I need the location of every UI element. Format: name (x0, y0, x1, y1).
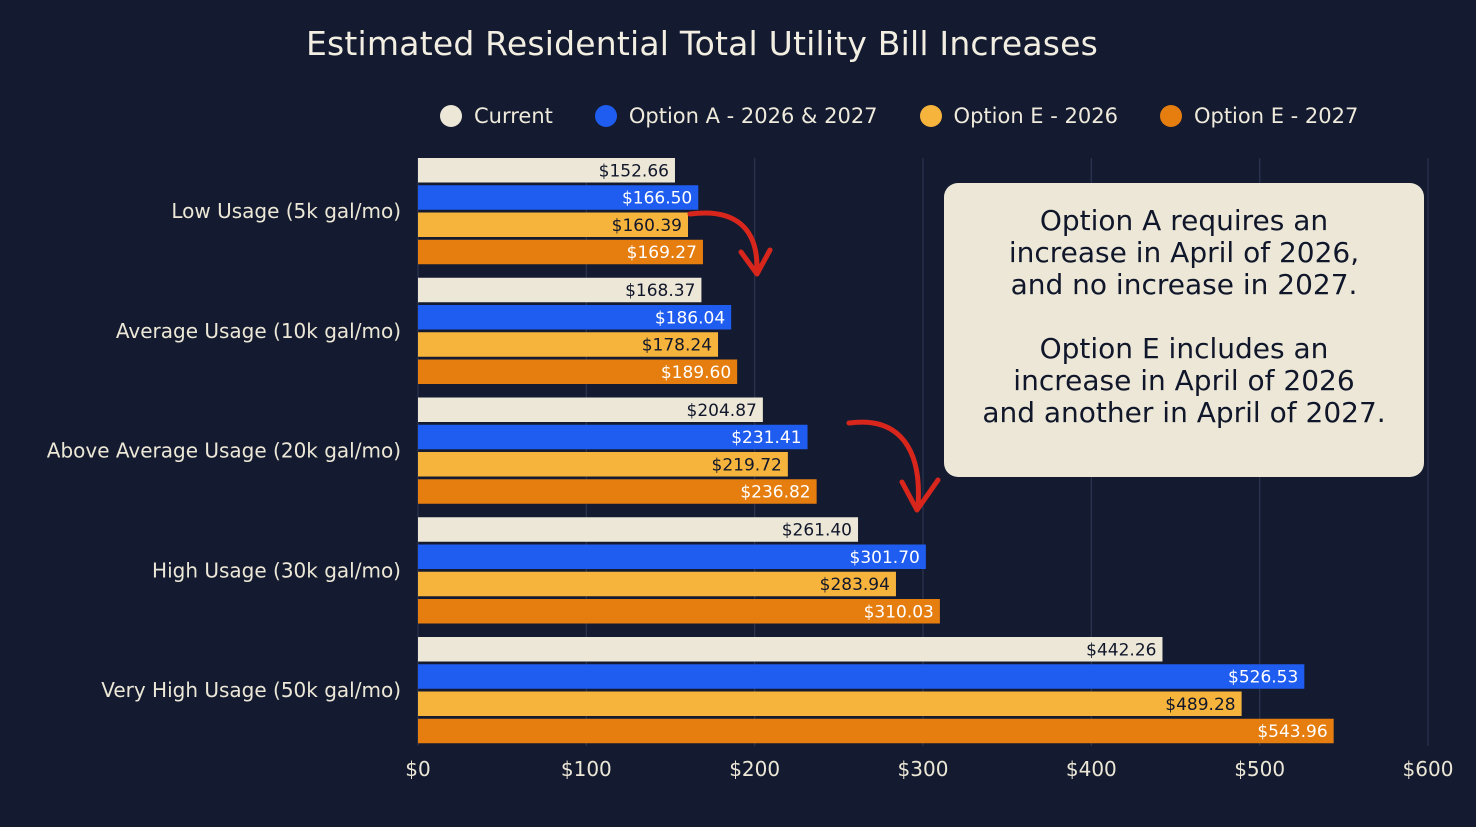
data-label: $526.53 (1228, 668, 1298, 688)
bar (418, 305, 732, 330)
data-label: $219.72 (712, 455, 782, 475)
bar (418, 637, 1163, 662)
x-tick-label: $300 (898, 757, 949, 781)
data-label: $178.24 (642, 336, 712, 356)
bar (418, 718, 1334, 744)
data-label: $301.70 (850, 548, 920, 568)
data-label: $160.39 (612, 216, 682, 236)
bar (418, 599, 940, 624)
category-label: Above Average Usage (20k gal/mo) (47, 439, 401, 463)
x-tick-label: $0 (405, 757, 430, 781)
annotation-line: increase in April of 2026 (1013, 364, 1355, 397)
category-label: High Usage (30k gal/mo) (152, 558, 401, 582)
bar (418, 277, 702, 303)
data-label: $152.66 (599, 161, 669, 181)
x-tick-label: $100 (561, 757, 612, 781)
data-label: $186.04 (655, 308, 725, 328)
legend-item-option-e-2026: Option E - 2026 (919, 104, 1118, 128)
bar (418, 212, 688, 237)
annotation-line: Option E includes an (1039, 332, 1329, 365)
legend-swatch-option-e-2027 (1159, 105, 1182, 127)
annotation-option-a: Option A requires an increase in April o… (958, 205, 1410, 301)
data-label: $204.87 (687, 401, 757, 421)
data-label: $261.40 (782, 521, 852, 541)
bar (418, 517, 859, 542)
category-label: Average Usage (10k gal/mo) (116, 319, 401, 343)
legend-item-current: Current (440, 104, 553, 128)
legend-item-option-e-2027: Option E - 2027 (1159, 104, 1359, 128)
annotation-box: Option A requires an increase in April o… (944, 183, 1424, 477)
bar (418, 479, 817, 504)
legend-label-option-a: Option A - 2026 & 2027 (628, 104, 878, 128)
bar (418, 158, 675, 183)
annotation-line: and no increase in 2027. (1010, 268, 1358, 301)
x-tick-label: $200 (729, 757, 780, 781)
data-label: $236.82 (740, 483, 810, 503)
arrow-curve (846, 419, 921, 509)
data-label: $283.94 (820, 575, 890, 595)
annotation-option-e: Option E includes an increase in April o… (958, 333, 1410, 429)
legend-item-option-a: Option A - 2026 & 2027 (594, 104, 878, 128)
legend-swatch-option-a (594, 105, 617, 127)
bar (418, 452, 788, 477)
x-tick-label: $600 (1403, 757, 1454, 781)
data-label: $231.41 (731, 428, 801, 448)
legend-label-option-e-2026: Option E - 2026 (953, 104, 1118, 128)
data-label: $543.96 (1257, 722, 1327, 742)
legend-label-option-e-2027: Option E - 2027 (1193, 104, 1359, 128)
data-label: $442.26 (1086, 640, 1156, 660)
bar (418, 185, 699, 210)
bar (418, 332, 719, 357)
data-label: $166.50 (622, 189, 692, 209)
bar (418, 397, 763, 422)
bar (418, 571, 896, 597)
annotation-line: increase in April of 2026, (1008, 236, 1360, 269)
chart-title: Estimated Residential Total Utility Bill… (305, 24, 1099, 63)
bar (418, 424, 808, 450)
annotation-line: Option A requires an (1039, 204, 1329, 237)
bar (418, 544, 926, 569)
data-label: $489.28 (1165, 695, 1235, 715)
data-label: $189.60 (661, 363, 731, 383)
category-label: Low Usage (5k gal/mo) (171, 199, 401, 223)
annotation-line: and another in April of 2027. (982, 396, 1386, 429)
arrow-curve (687, 210, 760, 273)
data-label: $169.27 (627, 243, 697, 263)
arrow-head (738, 247, 773, 277)
bar (418, 239, 703, 265)
legend-swatch-option-e-2026 (919, 105, 942, 127)
legend: Current Option A - 2026 & 2027 Option E … (440, 98, 1420, 134)
category-label: Very High Usage (50k gal/mo) (101, 678, 401, 702)
bar (418, 664, 1305, 689)
legend-label-current: Current (474, 104, 553, 128)
x-tick-label: $500 (1234, 757, 1285, 781)
x-tick-label: $400 (1066, 757, 1117, 781)
bar (418, 691, 1242, 716)
data-label: $168.37 (625, 281, 695, 301)
legend-swatch-current (440, 105, 462, 127)
data-label: $310.03 (864, 602, 934, 622)
arrow-head (899, 477, 941, 513)
bar (418, 359, 738, 384)
